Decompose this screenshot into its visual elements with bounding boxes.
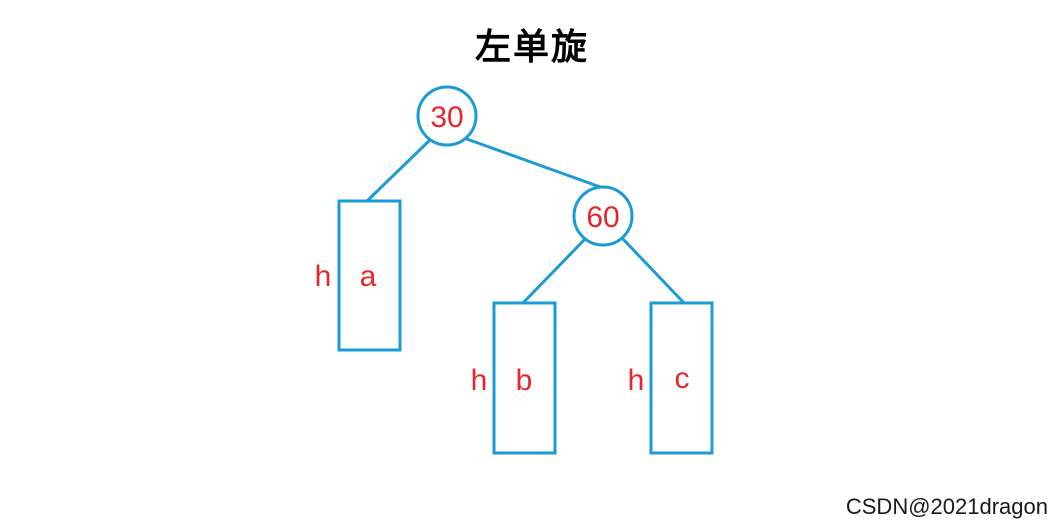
edge-30-60 <box>463 136 604 190</box>
node-30-label: 30 <box>430 101 463 134</box>
subtree-a-label: a <box>360 260 377 293</box>
subtree-b-box <box>492 301 557 455</box>
diagram-title: 左单旋 <box>474 26 589 68</box>
subtree-a-height: h <box>315 260 332 293</box>
edge-60-c <box>620 236 687 306</box>
subtree-b-height: h <box>471 364 488 397</box>
subtree-c-label: c <box>675 362 690 395</box>
node-60-circle <box>572 185 634 247</box>
edge-60-b <box>520 236 588 306</box>
edge-30-a <box>364 136 434 204</box>
node-60-label: 60 <box>586 201 619 234</box>
watermark: CSDN@2021dragon <box>845 494 1048 519</box>
subtree-c-box <box>649 301 714 455</box>
subtree-b-label: b <box>516 364 533 397</box>
subtree-a-box <box>337 199 402 352</box>
subtree-c-height: h <box>628 364 645 397</box>
node-30-circle <box>416 85 478 147</box>
